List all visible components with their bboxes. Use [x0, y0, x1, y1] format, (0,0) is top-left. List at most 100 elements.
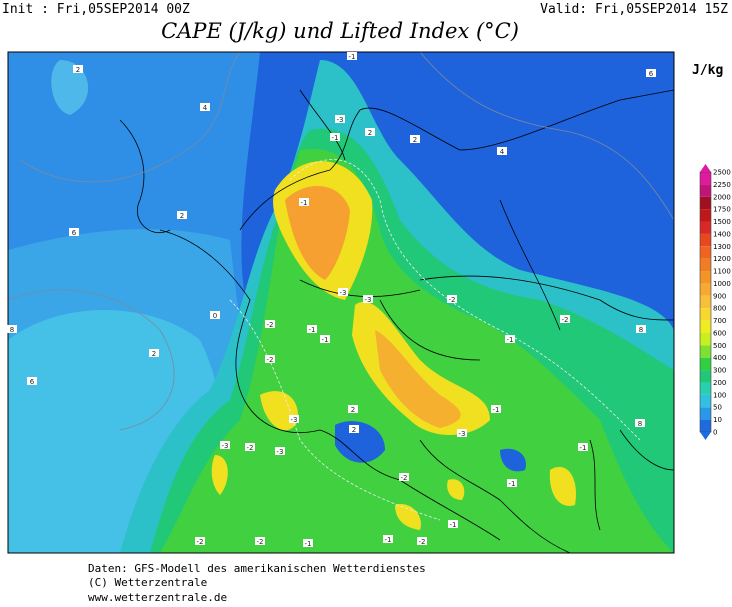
contour-label-box: [383, 535, 393, 543]
contour-label-box: [335, 115, 345, 123]
contour-label: -2: [267, 356, 274, 364]
contour-label-box: [457, 429, 467, 437]
colorbar-bin: [700, 258, 711, 272]
contour-label: 2: [180, 212, 184, 220]
contour-labels: 2 4 6 2 8 2 6 -1 -3 -1 2 2 -1 -3 -3 -2 -1 -2 -1 -1 -2 0 2 -1 -3 -…: [7, 52, 656, 548]
contour-label: -2: [267, 321, 274, 329]
contour-label-box: [177, 211, 187, 219]
colorbar-label: 1100: [713, 268, 731, 276]
colorbar-bin: [700, 196, 711, 210]
contour-label: 2: [152, 350, 156, 358]
contour-label: -3: [337, 116, 344, 124]
contour-label: 8: [10, 326, 14, 334]
colorbar-label: 1500: [713, 218, 731, 226]
colorbar-label: 1750: [713, 206, 731, 214]
contour-label: 2: [413, 136, 417, 144]
contour-label: 2: [351, 406, 355, 414]
contour-label: -3: [291, 416, 298, 424]
valid-time: Valid: Fri,05SEP2014 15Z: [540, 2, 728, 17]
colorbar-label: 200: [713, 379, 726, 387]
colorbar-bin: [700, 332, 711, 346]
contour-label: 6: [72, 229, 77, 237]
contour-label: -1: [385, 536, 392, 544]
contour-label-box: [636, 325, 646, 333]
contour-label: -3: [365, 296, 372, 304]
colorbar-bin: [700, 233, 711, 247]
contour-label: 2: [352, 426, 356, 434]
contour-label-box: [195, 537, 205, 545]
colorbar-bin: [700, 209, 711, 222]
colorbar-label: 1400: [713, 230, 731, 238]
contour-label-box: [303, 539, 313, 547]
contour-label-box: [417, 537, 427, 545]
contour-label: -1: [580, 444, 587, 452]
contour-label-box: [73, 65, 83, 73]
colorbar-bin: [700, 246, 711, 259]
contour-label-box: [149, 349, 159, 357]
colorbar-bin: [700, 345, 711, 358]
colorbar-bin: [700, 370, 711, 383]
contour-label-box: [646, 69, 656, 77]
footer-line: www.wetterzentrale.de: [88, 591, 227, 604]
contour-label-box: [69, 228, 79, 236]
colorbar-tip: [700, 432, 711, 440]
colorbar-label: 700: [713, 317, 726, 325]
colorbar-bin: [700, 394, 711, 408]
contour-label-box: [265, 320, 275, 328]
contour-label: 4: [203, 104, 208, 112]
contour-label: 0: [213, 312, 217, 320]
contour-label: 6: [30, 378, 35, 386]
contour-label-box: [365, 128, 375, 136]
contour-label-box: [448, 520, 458, 528]
contour-label: -3: [340, 289, 347, 297]
colorbar-label: 2500: [713, 169, 731, 177]
contour-label-box: [363, 295, 373, 303]
contour-label-box: [255, 537, 265, 545]
colorbar-label: 1200: [713, 255, 731, 263]
contour-label-box: [220, 441, 230, 449]
contour-label: -3: [222, 442, 229, 450]
contour-label-box: [410, 135, 420, 143]
contour-label-box: [497, 147, 507, 155]
contour-label-box: [507, 479, 517, 487]
contour-label-box: [560, 315, 570, 323]
colorbar-bin: [700, 357, 711, 371]
contour-label: -1: [309, 326, 316, 334]
colorbar-label: 600: [713, 329, 726, 337]
colorbar-tip: [700, 164, 711, 172]
map-frame: [7, 51, 675, 554]
colorbar-bin: [700, 172, 711, 185]
contour-label-box: [578, 443, 588, 451]
contour-label: -2: [247, 444, 254, 452]
colorbar-label: 500: [713, 342, 726, 350]
init-time: Init : Fri,05SEP2014 00Z: [2, 2, 190, 17]
colorbar-label: 1000: [713, 280, 731, 288]
colorbar-label: 10: [713, 416, 722, 424]
contour-label: -1: [301, 199, 308, 207]
contour-label: 2: [76, 66, 80, 74]
contour-label: -2: [401, 474, 408, 482]
contour-label-box: [7, 325, 17, 333]
colorbar-unit: J/kg: [692, 63, 723, 78]
contour-label-box: [338, 288, 348, 296]
contour-label-box: [348, 405, 358, 413]
contour-label-box: [200, 103, 210, 111]
colorbar-bin: [700, 320, 711, 333]
contour-label: -1: [507, 336, 514, 344]
contour-label-box: [275, 447, 285, 455]
colorbar-bin: [700, 407, 711, 420]
colorbar: 2500225020001750150014001300120011001000…: [699, 164, 731, 440]
colorbar-bin: [700, 271, 711, 284]
contour-label: -1: [332, 134, 339, 142]
contour-label: -2: [449, 296, 456, 304]
colorbar-bin: [700, 221, 711, 234]
contour-label-box: [289, 415, 299, 423]
contour-label: 8: [639, 326, 643, 334]
colorbar-bin: [700, 419, 711, 432]
contour-label-box: [320, 335, 330, 343]
contour-label-box: [635, 419, 645, 427]
colorbar-label: 100: [713, 391, 726, 399]
contour-label: -1: [349, 53, 356, 61]
